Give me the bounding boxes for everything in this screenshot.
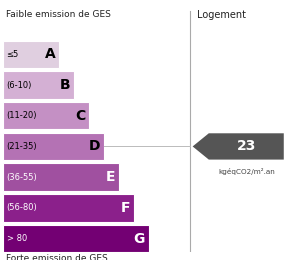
Bar bbox=[3, 133, 104, 160]
Polygon shape bbox=[193, 133, 284, 160]
Bar bbox=[3, 225, 148, 252]
Text: D: D bbox=[89, 139, 100, 153]
Text: E: E bbox=[106, 170, 115, 184]
Text: B: B bbox=[60, 78, 70, 92]
Text: (21-35): (21-35) bbox=[7, 142, 37, 151]
Text: F: F bbox=[121, 201, 130, 215]
Text: Logement: Logement bbox=[197, 10, 246, 20]
Text: 23: 23 bbox=[237, 139, 257, 153]
Text: > 80: > 80 bbox=[7, 234, 27, 243]
Bar bbox=[3, 164, 119, 191]
Text: Forte emission de GES: Forte emission de GES bbox=[6, 254, 108, 260]
Text: (11-20): (11-20) bbox=[7, 111, 37, 120]
Text: (56-80): (56-80) bbox=[7, 203, 37, 212]
Text: (6-10): (6-10) bbox=[7, 81, 32, 89]
Text: kgéqCO2/m².an: kgéqCO2/m².an bbox=[219, 168, 275, 175]
Text: C: C bbox=[75, 109, 85, 123]
Bar bbox=[3, 102, 89, 129]
Bar bbox=[3, 71, 74, 99]
Text: (36-55): (36-55) bbox=[7, 173, 37, 182]
Bar bbox=[3, 194, 134, 222]
Text: A: A bbox=[45, 47, 56, 61]
Text: ≤5: ≤5 bbox=[7, 50, 19, 59]
Text: Faible emission de GES: Faible emission de GES bbox=[6, 10, 111, 19]
Text: G: G bbox=[134, 231, 145, 245]
Bar bbox=[3, 41, 59, 68]
